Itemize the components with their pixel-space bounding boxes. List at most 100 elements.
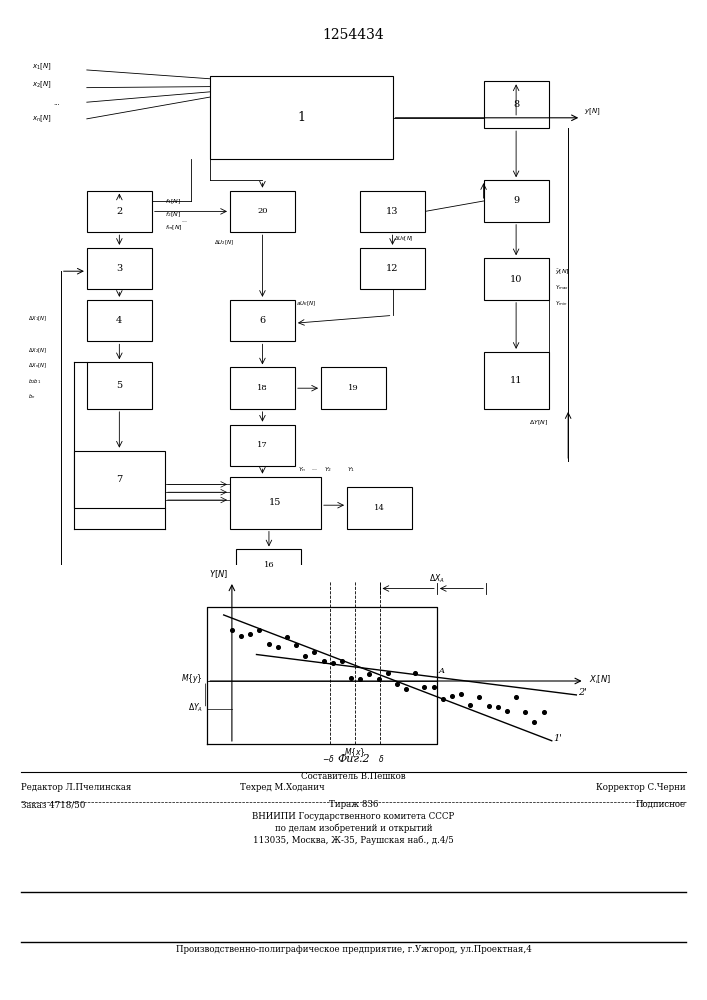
Bar: [87, 362, 152, 409]
Text: 7: 7: [116, 475, 122, 484]
Text: $\Delta Y_A$: $\Delta Y_A$: [188, 702, 203, 714]
Point: [235, 628, 247, 644]
Text: 18: 18: [257, 384, 268, 392]
Bar: [230, 191, 295, 232]
Point: [272, 639, 284, 655]
Bar: [484, 352, 549, 409]
Text: Производственно-полиграфическое предприятие, г.Ужгород, ул.Проектная,4: Производственно-полиграфическое предприя…: [175, 945, 532, 954]
Text: $Y_{max}$: $Y_{max}$: [555, 283, 569, 292]
Text: 13: 13: [386, 207, 399, 216]
Text: 3: 3: [116, 264, 122, 273]
Point: [419, 679, 430, 695]
Text: Фиг.1: Фиг.1: [240, 596, 272, 606]
Bar: [87, 248, 152, 289]
Text: $y[N]$: $y[N]$: [585, 107, 601, 117]
Text: $b_n$: $b_n$: [28, 393, 36, 401]
Text: 12: 12: [386, 264, 399, 273]
Text: Составитель В.Пешков: Составитель В.Пешков: [301, 772, 406, 781]
Bar: [347, 487, 412, 529]
Text: $f_m[N]$: $f_m[N]$: [165, 224, 182, 232]
Text: 113035, Москва, Ж-35, Раушская наб., д.4/5: 113035, Москва, Ж-35, Раушская наб., д.4…: [253, 836, 454, 845]
Bar: [74, 451, 165, 508]
Bar: [87, 191, 152, 232]
Text: $\delta$: $\delta$: [378, 753, 385, 764]
Text: $\Delta X_2[N]$: $\Delta X_2[N]$: [28, 346, 47, 355]
Text: ВНИИПИ Государственного комитета СССР: ВНИИПИ Государственного комитета СССР: [252, 812, 455, 821]
Text: 5: 5: [116, 381, 122, 390]
Text: Тираж 836: Тираж 836: [329, 800, 378, 809]
Bar: [230, 300, 295, 341]
Text: 4: 4: [116, 316, 122, 325]
Text: $Y_1$: $Y_1$: [347, 465, 355, 474]
Text: $\Delta U_2[N]$: $\Delta U_2[N]$: [214, 238, 234, 247]
Point: [226, 622, 238, 638]
Point: [363, 666, 375, 682]
Text: 16: 16: [264, 561, 274, 569]
Text: Фиг.2: Фиг.2: [337, 754, 370, 764]
Bar: [321, 367, 386, 409]
Bar: [230, 367, 295, 409]
Text: 1254434: 1254434: [322, 28, 385, 42]
Text: $x_2[N]$: $x_2[N]$: [32, 80, 52, 90]
Point: [245, 626, 256, 642]
Point: [373, 671, 384, 687]
Text: ...: ...: [181, 218, 187, 223]
Text: $Y_2$: $Y_2$: [325, 465, 332, 474]
Text: 1: 1: [298, 111, 305, 124]
Bar: [360, 191, 425, 232]
Bar: [230, 425, 295, 466]
Text: A: A: [438, 667, 445, 675]
Text: 9: 9: [513, 196, 519, 205]
Point: [446, 688, 457, 704]
Text: 14: 14: [374, 504, 385, 512]
Point: [474, 689, 485, 705]
Bar: [360, 248, 425, 289]
Text: 8: 8: [513, 100, 519, 109]
Point: [400, 681, 411, 697]
Text: 19: 19: [348, 384, 359, 392]
Bar: [484, 180, 549, 222]
Text: Техред М.Ходанич: Техред М.Ходанич: [240, 783, 325, 792]
Text: 17: 17: [257, 441, 268, 449]
Text: $Y_n$: $Y_n$: [298, 465, 307, 474]
Point: [309, 644, 320, 660]
Text: $f_2[N]$: $f_2[N]$: [165, 211, 181, 219]
Text: Редактор Л.Пчелинская: Редактор Л.Пчелинская: [21, 783, 132, 792]
Text: $Y_{min}$: $Y_{min}$: [555, 299, 568, 308]
Text: $M\{x\}$: $M\{x\}$: [344, 746, 366, 759]
Point: [538, 704, 549, 720]
Bar: [484, 258, 549, 300]
Bar: [87, 300, 152, 341]
Point: [409, 665, 421, 681]
Text: $\bar{y}[N]$: $\bar{y}[N]$: [555, 268, 570, 277]
Point: [281, 629, 293, 645]
Text: ...: ...: [311, 466, 317, 471]
Text: $M\{y\}$: $M\{y\}$: [182, 672, 203, 685]
Point: [355, 671, 366, 687]
Point: [263, 636, 274, 652]
Point: [520, 704, 531, 720]
Text: Подписное: Подписное: [636, 800, 686, 809]
Text: 10: 10: [510, 274, 522, 284]
Text: 11: 11: [510, 376, 522, 385]
Point: [318, 653, 329, 669]
Text: по делам изобретений и открытий: по делам изобретений и открытий: [275, 824, 432, 833]
Text: 15: 15: [269, 498, 281, 507]
Point: [382, 665, 393, 681]
Text: 1': 1': [554, 734, 562, 743]
Text: $Y[N]$: $Y[N]$: [209, 569, 228, 580]
Text: $\Delta U_K[N]$: $\Delta U_K[N]$: [394, 234, 414, 243]
Point: [254, 622, 265, 638]
Bar: [484, 81, 549, 128]
Text: 20: 20: [257, 207, 268, 215]
Point: [346, 670, 357, 686]
Text: $\Delta X_A$: $\Delta X_A$: [429, 572, 445, 585]
Point: [391, 676, 402, 692]
Text: 2: 2: [116, 207, 122, 216]
Text: $x_n[N]$: $x_n[N]$: [32, 114, 52, 124]
Text: 6: 6: [259, 316, 266, 325]
Text: $aU_K[N]$: $aU_K[N]$: [296, 299, 316, 308]
Point: [300, 648, 311, 664]
Text: $X_i[N]$: $X_i[N]$: [589, 674, 611, 686]
Point: [437, 691, 448, 707]
